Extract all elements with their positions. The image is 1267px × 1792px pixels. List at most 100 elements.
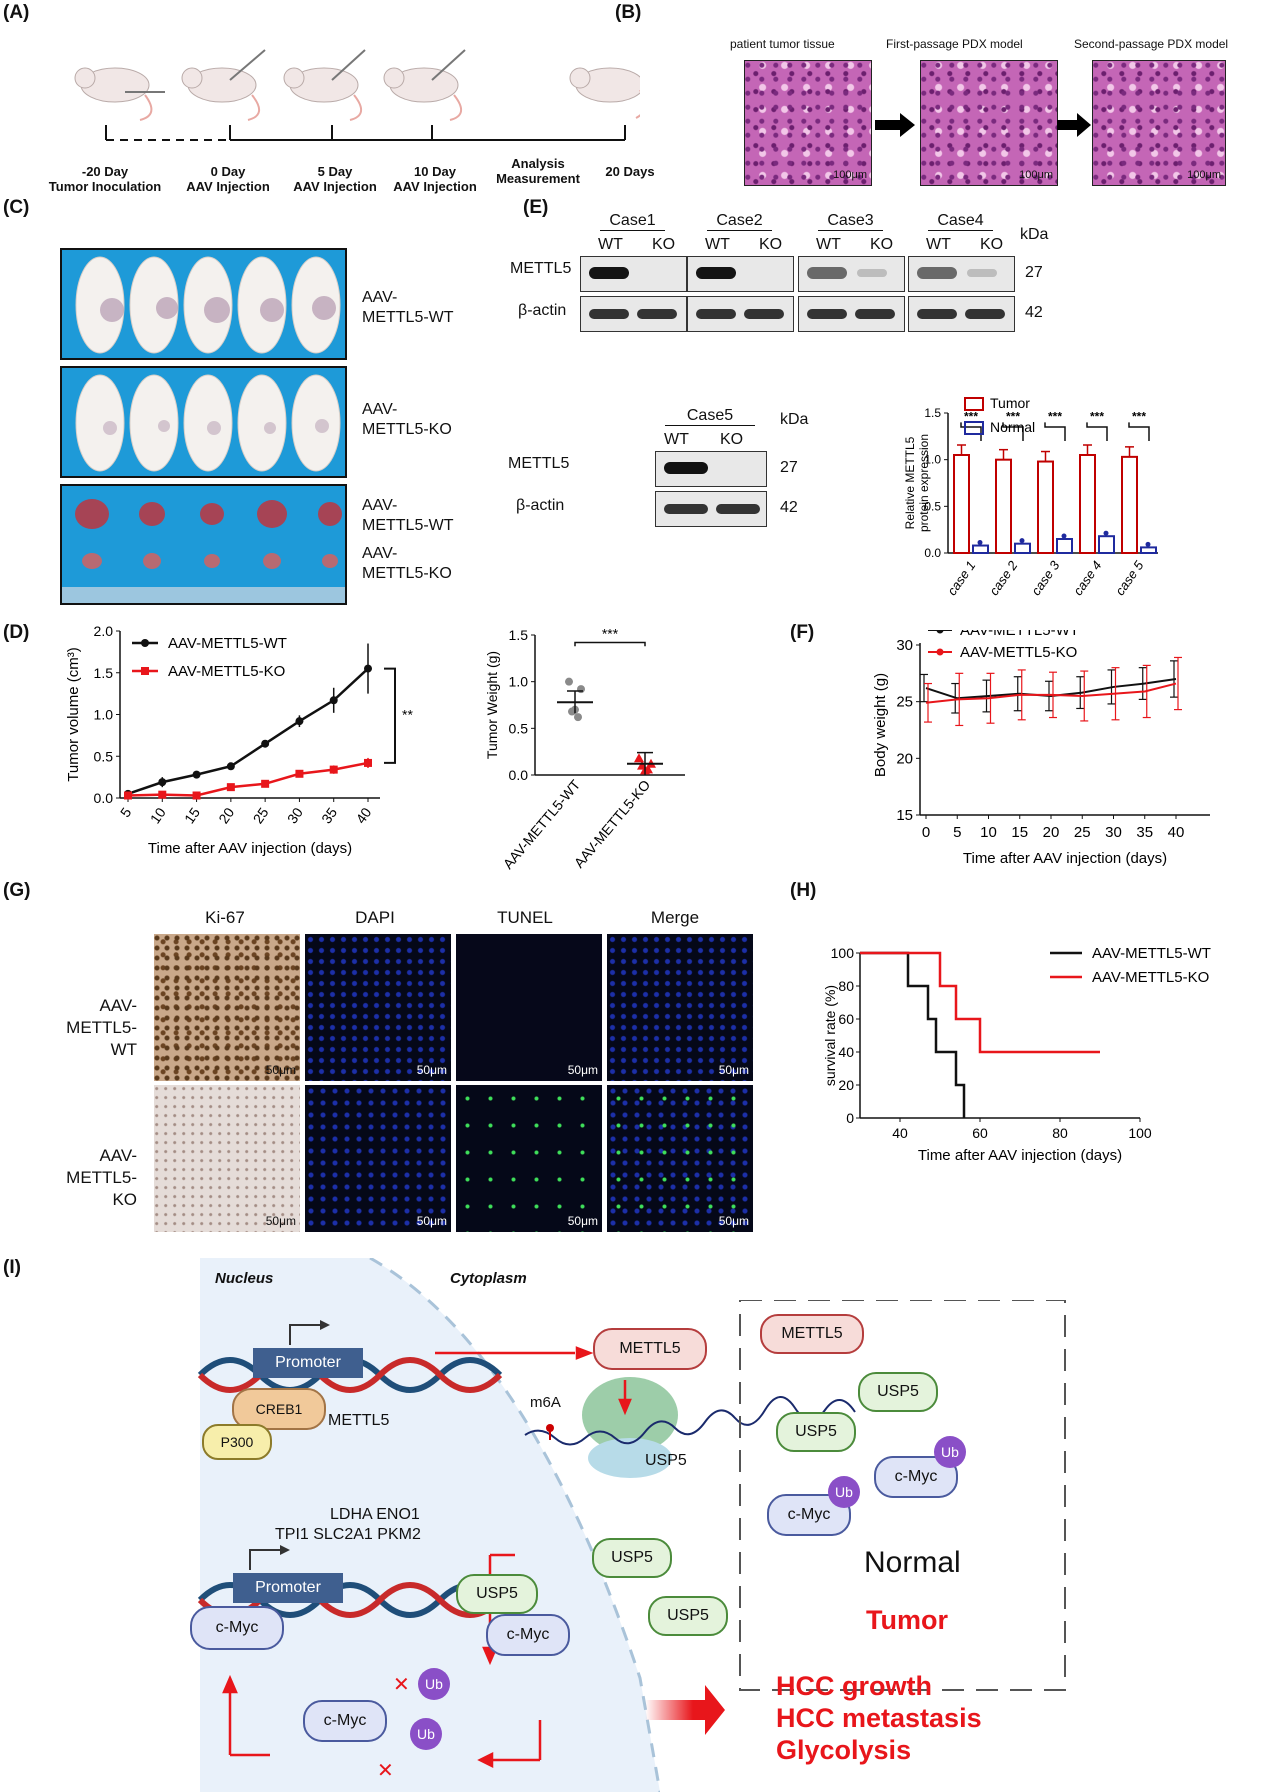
syringe-icons	[125, 49, 466, 93]
ihc-dapi-wt: 50μm	[305, 934, 451, 1081]
data-point	[261, 779, 270, 788]
legend-label: AAV-METTL5-KO	[1092, 969, 1209, 986]
ihc-ki67-ko: 50μm	[154, 1085, 300, 1232]
legend-tumor-label: Tumor	[990, 395, 1030, 411]
panel-label-d: (D)	[3, 622, 30, 643]
ihc-dapi-ko: 50μm	[305, 1085, 451, 1232]
legend-label: AAV-METTL5-WT	[168, 635, 287, 652]
ihc-merge-ko: 50μm	[607, 1085, 753, 1232]
legend-marker	[936, 630, 944, 634]
legend-normal-label: Normal	[990, 419, 1035, 435]
data-point	[364, 664, 372, 673]
ihc-ki67-wt: 50μm	[154, 934, 300, 1081]
data-point	[577, 685, 585, 694]
photo-mice-ko	[60, 366, 347, 478]
usp5-protein: USP5	[456, 1574, 538, 1614]
data-point	[124, 791, 132, 800]
glycolysis-genes: LDHA ENO1 TPI1 SLC2A1 PKM2	[275, 1505, 456, 1545]
blot-wt-label: WT	[598, 236, 623, 253]
promoter-box: Promoter	[233, 1573, 343, 1603]
x-tick-label: 10	[980, 824, 997, 841]
timeline-label-bottom: AAV Injection	[186, 179, 270, 194]
mrna-strand	[524, 1396, 856, 1446]
scale-bar-label: 50μm	[416, 1214, 447, 1228]
timeline-label-bottom: AAV Injection	[393, 179, 477, 194]
pdx-image-patient: 100μm	[744, 60, 872, 186]
blot-row-label-mettl5: METTL5	[508, 455, 570, 472]
tumor-label: Tumor	[866, 1605, 948, 1635]
survival-curve	[860, 951, 1100, 1054]
y-tick-label: 0.0	[94, 790, 114, 806]
bar-normal	[1140, 546, 1157, 554]
photo-label-ko: AAV- METTL5-KO	[362, 400, 452, 440]
label-line: METTL5-WT	[362, 517, 454, 534]
blot-wt-label: WT	[926, 236, 951, 253]
data-point	[329, 696, 338, 705]
x-tick-label: AAV-METTL5-KO	[571, 777, 654, 870]
sig-bracket	[574, 641, 646, 647]
y-tick-label: 1.5	[924, 406, 941, 420]
blot-ko-label: KO	[652, 236, 676, 253]
label-line: AAV-	[362, 289, 398, 306]
data-point	[1019, 538, 1025, 544]
timeline-label-bottom: AAV Injection	[293, 179, 377, 194]
blot-mettl5-box	[908, 256, 1015, 292]
data-point	[226, 762, 235, 771]
blot-wt-label: WT	[816, 236, 841, 253]
cytoplasm-label: Cytoplasm	[450, 1270, 527, 1287]
blot-mettl5-box	[687, 256, 794, 292]
blot-band	[696, 309, 736, 319]
blot-case-label: Case4	[928, 212, 993, 231]
blot-size-label: 27	[1025, 264, 1043, 281]
pdx-image-second: 100μm	[1092, 60, 1226, 186]
data-point	[261, 739, 270, 748]
ihc-panel: Ki-67 DAPI TUNEL Merge 50μm 50μm 50μm 50…	[150, 908, 753, 1232]
data-point	[364, 758, 372, 767]
pdx-title-3: Second-passage PDX model	[1074, 37, 1229, 51]
bar-normal	[1014, 542, 1031, 555]
blot-actin-box	[655, 491, 767, 527]
series-line	[127, 761, 369, 797]
ihc-row-label-wt: AAV- METTL5-WT	[45, 995, 137, 1061]
legend-label: AAV-METTL5-WT	[1092, 945, 1211, 962]
blot-band	[857, 269, 887, 277]
data-point	[1103, 530, 1109, 536]
x-tick-label: 35	[318, 804, 340, 826]
ihc-tunel-ko: 50μm	[456, 1085, 602, 1232]
outcome-arrow-icon	[645, 1685, 725, 1735]
blot-size-label: 42	[1025, 304, 1043, 321]
x-tick-label: 25	[1074, 824, 1091, 841]
y-axis-label-line: protein expression	[917, 434, 931, 532]
blot-band	[589, 267, 629, 279]
chart-survival: 0 20 40 60 80 100 40 60 80 100 Time after AAV inje…	[822, 945, 1211, 1164]
pdx-title-1: patient tumor tissue	[730, 37, 835, 51]
data-point	[634, 753, 644, 763]
y-tick-label: 0.5	[509, 720, 529, 736]
bar-normal	[1098, 535, 1115, 554]
blot-band	[589, 309, 629, 319]
label-line: AAV-	[362, 545, 398, 562]
arrow-icon	[875, 113, 915, 137]
pdx-image-first: 100μm	[920, 60, 1058, 186]
gene-list-line: LDHA ENO1	[330, 1506, 420, 1523]
scale-bar-label: 50μm	[265, 1063, 296, 1077]
scale-bar-label: 50μm	[265, 1214, 296, 1228]
x-tick-label: 10	[147, 804, 169, 826]
cmyc-protein: c-Myc	[303, 1700, 387, 1742]
blot-wt-label: WT	[705, 236, 730, 253]
bar-tumor	[1079, 454, 1096, 554]
sig-label: ***	[1090, 409, 1104, 423]
outcome-list: HCC growth HCC metastasis Glycolysis	[776, 1670, 982, 1766]
mettl5-protein: METTL5	[593, 1328, 707, 1370]
label-line: AAV-	[99, 996, 137, 1015]
x-tick-label: case 2	[986, 557, 1021, 598]
data-point	[329, 765, 338, 774]
y-tick-label: 100	[831, 945, 855, 961]
blot-mettl5-box	[655, 451, 767, 487]
timeline-diagram	[74, 49, 640, 141]
scale-bar-label: 50μm	[567, 1063, 598, 1077]
x-tick-label: 30	[284, 804, 306, 826]
x-tick-label: 25	[250, 804, 272, 826]
blot-wt-label: WT	[664, 431, 689, 448]
timeline-label-top: Analysis	[511, 156, 565, 171]
